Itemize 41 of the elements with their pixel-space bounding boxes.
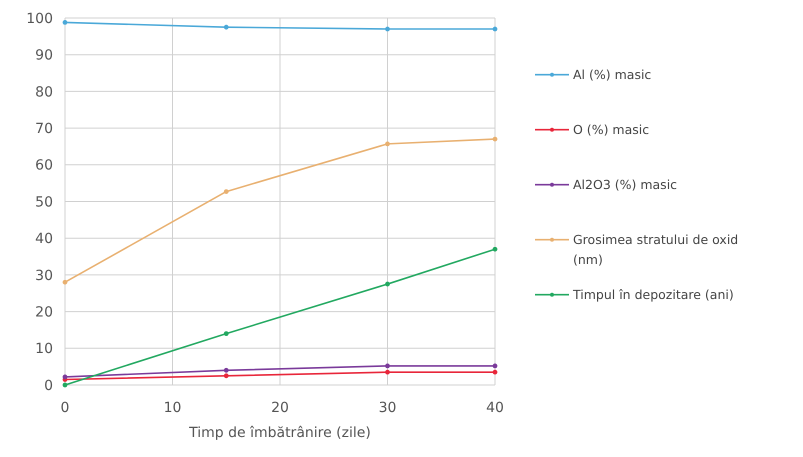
x-tick-label: 30 xyxy=(378,400,396,416)
point xyxy=(385,141,390,146)
point xyxy=(492,26,498,32)
point xyxy=(385,370,390,375)
legend-label: Grosimea stratului de oxid (nm) xyxy=(573,232,738,268)
x-tick-label: 0 xyxy=(60,400,70,416)
point xyxy=(492,370,498,375)
y-tick-label: 10 xyxy=(35,341,53,358)
y-tick-label: 40 xyxy=(35,231,53,248)
point xyxy=(62,20,68,25)
point xyxy=(492,364,498,368)
y-tick-label: 80 xyxy=(35,84,53,100)
y-tick-label: 60 xyxy=(35,158,53,174)
point xyxy=(224,24,229,30)
y-tick-label: 30 xyxy=(35,268,53,284)
y-tick-label: 70 xyxy=(35,121,53,137)
legend-label: Al (%) masic xyxy=(573,67,652,82)
point xyxy=(224,373,229,378)
point xyxy=(224,368,229,373)
point xyxy=(224,331,229,336)
x-axis-title: Timp de îmbătrânire (zile) xyxy=(188,425,371,441)
y-tick-label: 100 xyxy=(26,10,53,27)
y-tick-label: 0 xyxy=(44,378,53,394)
legend-label: Al2O3 (%) masic xyxy=(573,177,678,192)
x-tick-label: 10 xyxy=(164,400,182,416)
point xyxy=(492,246,498,252)
point xyxy=(385,26,390,32)
y-tick-label: 90 xyxy=(35,48,53,64)
y-tick-label: 20 xyxy=(35,304,53,320)
point xyxy=(385,364,390,368)
y-tick-label: 50 xyxy=(35,194,53,210)
x-tick-label: 20 xyxy=(271,400,289,416)
point xyxy=(385,282,390,286)
legend-label: Timpul în depozitare (ani) xyxy=(572,287,734,302)
point xyxy=(62,382,68,388)
x-tick-label: 40 xyxy=(486,400,504,416)
point xyxy=(492,136,498,142)
point xyxy=(62,280,68,285)
legend-label: O (%) masic xyxy=(573,122,650,138)
point xyxy=(224,189,229,194)
point xyxy=(62,374,68,380)
